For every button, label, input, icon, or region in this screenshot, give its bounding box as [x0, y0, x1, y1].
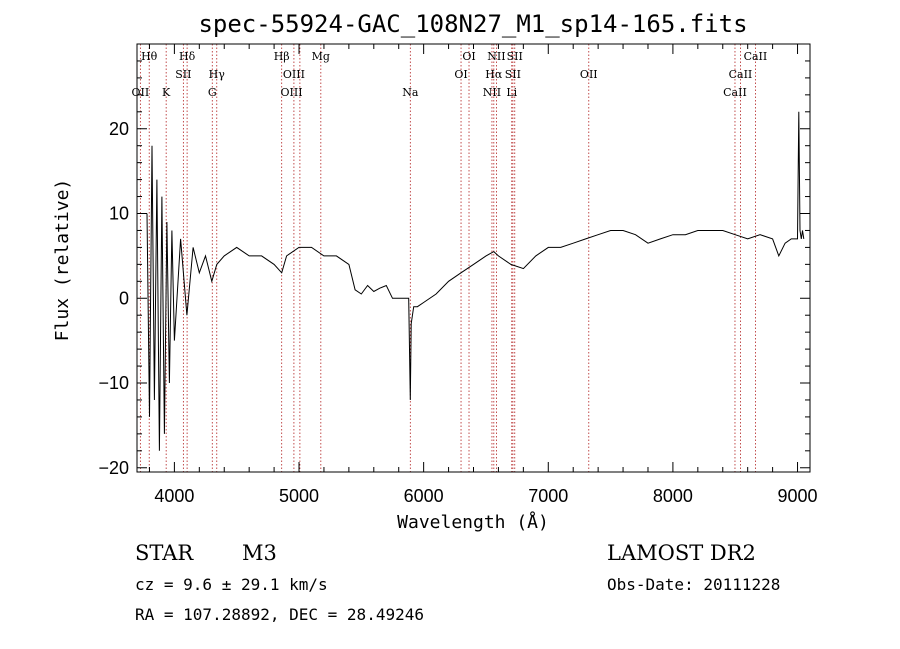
x-tick-label-0: 4000 [154, 486, 194, 506]
y-tick-label-1: −10 [98, 373, 129, 393]
x-tick-label-3: 7000 [528, 486, 568, 506]
line-label-14: NII [487, 50, 505, 63]
line-label-21: CaII [744, 50, 768, 63]
plot-frame [136, 43, 811, 473]
redshift-text: cz = 9.6 ± 29.1 km/s [135, 575, 328, 594]
line-label-22: CaII [729, 68, 753, 81]
x-axis-label: Wavelength (Å) [397, 511, 549, 533]
y-tick-label-2: 0 [119, 288, 129, 308]
line-label-11: Na [402, 86, 419, 99]
line-label-6: G [208, 86, 217, 99]
line-label-15: SII [507, 50, 523, 63]
line-label-10: Mg [312, 50, 330, 63]
survey-label: LAMOST DR2 [607, 541, 756, 565]
class-label: STAR [135, 541, 194, 565]
y-tick-label-0: −20 [98, 458, 129, 478]
coordinates-text: RA = 107.28892, DEC = 28.49246 [135, 605, 424, 624]
line-label-17: SII [505, 68, 521, 81]
line-label-20: OII [580, 68, 598, 81]
line-label-8: OIII [283, 68, 305, 81]
line-label-0: Hθ [141, 50, 158, 63]
x-tick-label-2: 6000 [404, 486, 444, 506]
line-label-18: NII [483, 86, 501, 99]
x-axis-ticks: 4000 5000 6000 7000 8000 9000 [148, 44, 818, 506]
x-tick-label-5: 9000 [778, 486, 818, 506]
line-label-1: OII [132, 86, 150, 99]
emission-line-marks [139, 44, 756, 472]
line-label-12: OI [462, 50, 475, 63]
obs-date-text: Obs-Date: 20111228 [607, 575, 780, 594]
line-label-3: Hδ [179, 50, 196, 63]
subclass-label: M3 [242, 541, 277, 565]
line-label-7: Hβ [274, 50, 290, 63]
line-label-13: OI [454, 68, 467, 81]
line-label-16: Hα [485, 68, 503, 81]
line-label-2: K [162, 86, 171, 99]
y-tick-label-4: 20 [109, 119, 129, 139]
line-label-5: Hγ [209, 68, 226, 81]
line-label-4: SII [175, 68, 191, 81]
spectrum-line [146, 111, 805, 451]
x-tick-label-4: 8000 [653, 486, 693, 506]
chart-title: spec-55924-GAC_108N27_M1_sp14-165.fits [198, 10, 747, 38]
line-label-23: CaII [723, 86, 747, 99]
y-axis-label: Flux (relative) [52, 179, 73, 342]
y-tick-label-3: 10 [109, 204, 129, 224]
x-tick-label-1: 5000 [279, 486, 319, 506]
line-label-9: OIII [281, 86, 303, 99]
line-label-19: Li [506, 86, 517, 99]
y-axis-ticks: −20 −10 0 10 20 [98, 60, 810, 478]
